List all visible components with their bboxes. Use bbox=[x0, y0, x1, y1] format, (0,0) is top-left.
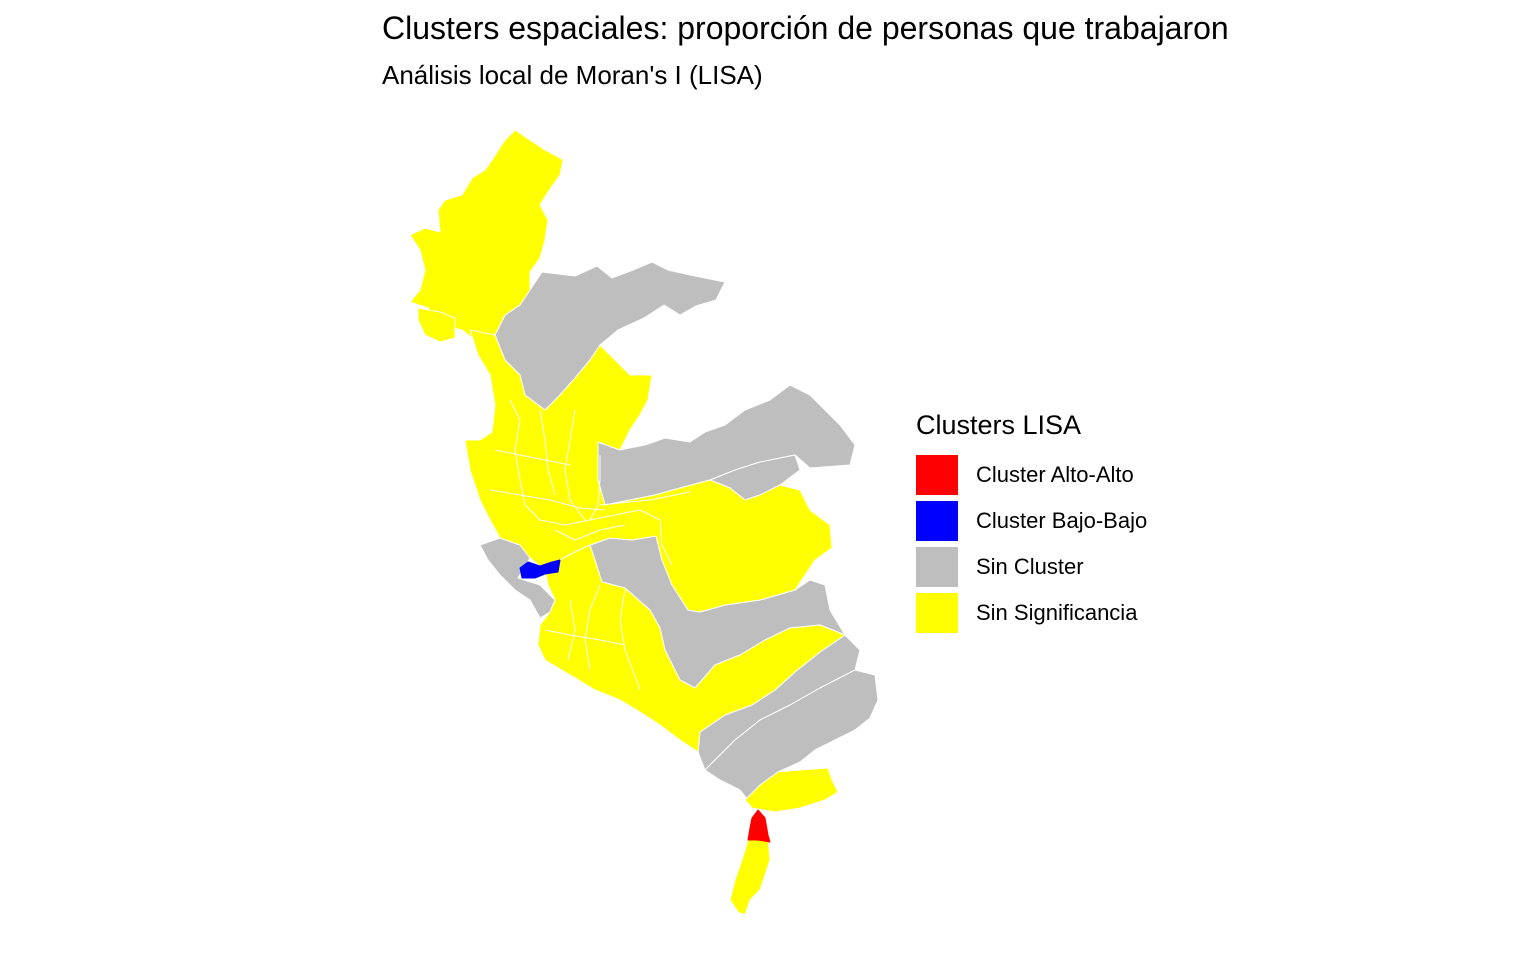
region-sin-significancia bbox=[744, 767, 839, 813]
map-legend: Clusters LISA Cluster Alto-Alto Cluster … bbox=[916, 410, 1147, 639]
legend-item-alto-alto: Cluster Alto-Alto bbox=[916, 455, 1147, 495]
legend-swatch-alto-alto bbox=[916, 455, 958, 495]
legend-item-sin-significancia: Sin Significancia bbox=[916, 593, 1147, 633]
legend-item-sin-cluster: Sin Cluster bbox=[916, 547, 1147, 587]
region-cluster-bajo-bajo bbox=[519, 559, 561, 579]
legend-label-sin-significancia: Sin Significancia bbox=[976, 600, 1138, 625]
legend-title: Clusters LISA bbox=[916, 410, 1082, 440]
legend-swatch-sin-cluster bbox=[916, 547, 958, 587]
legend-label-bajo-bajo: Cluster Bajo-Bajo bbox=[976, 508, 1148, 533]
legend-label-sin-cluster: Sin Cluster bbox=[976, 554, 1084, 579]
region-sin-significancia bbox=[537, 544, 846, 753]
legend-label-alto-alto: Cluster Alto-Alto bbox=[976, 462, 1134, 487]
map-title: Clusters espaciales: proporción de perso… bbox=[382, 10, 1229, 46]
region-sin-significancia bbox=[409, 129, 564, 341]
region-sin-significancia bbox=[729, 837, 771, 916]
region-sin-significancia bbox=[417, 307, 456, 343]
map-subtitle: Análisis local de Moran's I (LISA) bbox=[382, 60, 763, 90]
legend-swatch-bajo-bajo bbox=[916, 501, 958, 541]
region-cluster-alto-alto bbox=[747, 809, 771, 843]
district-borders bbox=[489, 399, 691, 691]
region-sin-significancia bbox=[464, 329, 833, 613]
legend-swatch-sin-significancia bbox=[916, 593, 958, 633]
legend-item-bajo-bajo: Cluster Bajo-Bajo bbox=[916, 501, 1147, 541]
